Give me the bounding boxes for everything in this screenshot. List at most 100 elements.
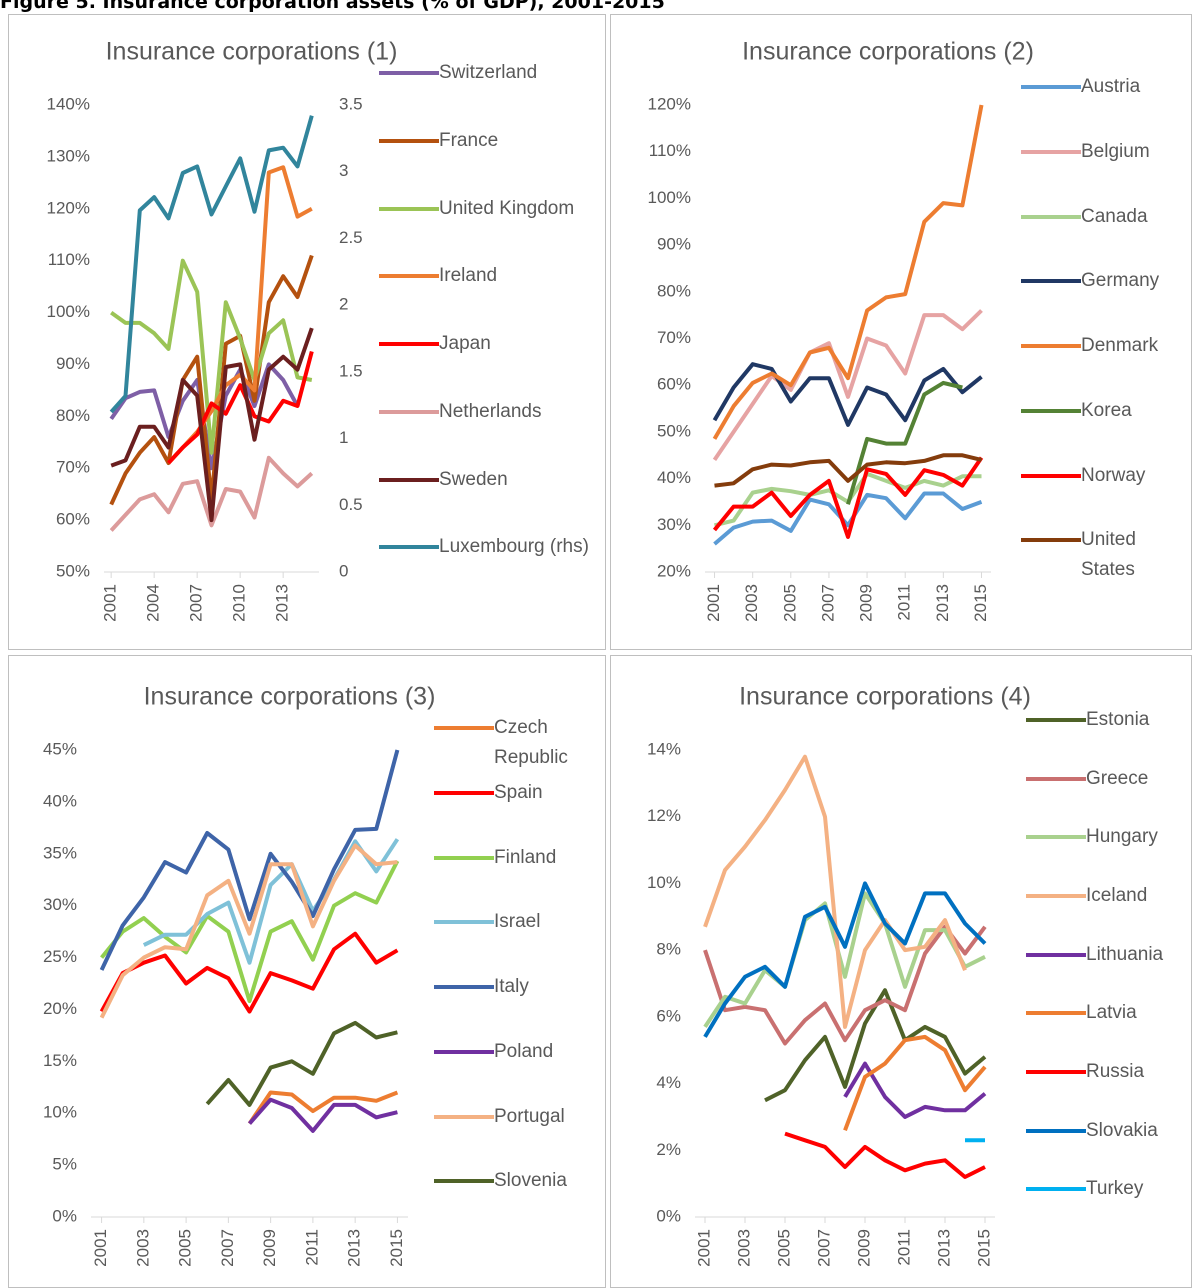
legend-entry: France bbox=[379, 126, 604, 156]
y-tick-label: 4% bbox=[656, 1073, 681, 1092]
legend-entry: Latvia bbox=[1026, 998, 1191, 1028]
series-line bbox=[167, 350, 314, 465]
legend-label: Korea bbox=[1081, 399, 1132, 421]
x-tick-label: 2015 bbox=[971, 584, 990, 622]
legend-swatch bbox=[1021, 85, 1081, 89]
legend-label: United States bbox=[1081, 529, 1136, 581]
legend-entry: Spain bbox=[434, 778, 604, 808]
y-tick-label: 8% bbox=[656, 940, 681, 959]
legend-label: Italy bbox=[494, 976, 529, 997]
legend-entry: Belgium bbox=[1021, 137, 1191, 167]
series-line bbox=[205, 1020, 398, 1107]
chart-panel: Insurance corporations (4) 0% 2% 4% 6% 8% 10% 1… bbox=[610, 655, 1192, 1288]
legend-label: Israel bbox=[494, 911, 541, 933]
x-tick-label: 2007 bbox=[818, 584, 837, 622]
legend-swatch bbox=[434, 790, 494, 795]
legend-swatch bbox=[434, 855, 494, 860]
series-line bbox=[713, 491, 983, 546]
y-tick-label: 130% bbox=[47, 146, 90, 165]
legend-entry: Canada bbox=[1021, 202, 1191, 232]
chart-panel: Insurance corporations (2) 20% 30% 40% 50% 60… bbox=[610, 14, 1192, 650]
legend: Austria Belgium Canada Germany Denmark Korea N… bbox=[1021, 15, 1191, 649]
y-tick-label: 30% bbox=[657, 515, 691, 534]
legend-swatch bbox=[379, 274, 439, 279]
legend-swatch bbox=[434, 726, 494, 730]
y-tick-label: 100% bbox=[47, 302, 90, 321]
y2-tick-label: 3 bbox=[339, 161, 348, 180]
legend-entry: Sweden bbox=[379, 465, 604, 495]
y-tick-label: 50% bbox=[657, 421, 691, 440]
legend-entry: Ireland bbox=[379, 261, 604, 291]
legend-entry: United States bbox=[1021, 525, 1191, 585]
y-tick-label: 12% bbox=[647, 806, 681, 825]
legend-swatch bbox=[379, 138, 439, 143]
legend-entry: Korea bbox=[1021, 396, 1191, 426]
legend-label: United Kingdom bbox=[439, 197, 575, 219]
x-tick-label: 2003 bbox=[742, 584, 761, 622]
series-line bbox=[712, 456, 984, 539]
y-tick-label: 35% bbox=[43, 843, 77, 862]
legend-swatch bbox=[1026, 952, 1086, 957]
y-tick-label: 0% bbox=[656, 1206, 681, 1225]
legend-label: Poland bbox=[494, 1040, 554, 1062]
x-tick-label: 2005 bbox=[774, 1229, 793, 1267]
chart: Insurance corporations (2) 20% 30% 40% 50% 60… bbox=[648, 38, 1034, 622]
legend-swatch bbox=[1021, 538, 1081, 543]
legend-entry: Norway bbox=[1021, 461, 1191, 491]
legend-entry: Poland bbox=[434, 1037, 604, 1067]
y-tick-label: 20% bbox=[657, 561, 691, 580]
x-tick-label: 2001 bbox=[91, 1229, 110, 1267]
legend-label: Belgium bbox=[1081, 140, 1150, 162]
y-tick-label: 140% bbox=[47, 94, 90, 113]
legend-entry: Slovenia bbox=[434, 1166, 604, 1196]
y2-tick-label: 1 bbox=[339, 428, 348, 447]
x-tick-label: 2010 bbox=[230, 584, 249, 622]
legend-swatch bbox=[1021, 149, 1081, 154]
legend-entry: Denmark bbox=[1021, 331, 1191, 361]
series-line bbox=[99, 931, 399, 1014]
legend-swatch bbox=[434, 1114, 494, 1119]
legend-swatch bbox=[434, 920, 494, 925]
series-line bbox=[142, 838, 400, 965]
legend-label: Canada bbox=[1081, 205, 1148, 227]
y-tick-label: 90% bbox=[657, 235, 691, 254]
legend-entry: Lithuania bbox=[1026, 940, 1191, 970]
x-tick-label: 2005 bbox=[780, 584, 799, 622]
legend-label: Iceland bbox=[1086, 885, 1148, 906]
legend-label: Czech Republic bbox=[494, 717, 568, 768]
legend-label: Hungary bbox=[1086, 826, 1158, 848]
y2-tick-label: 3.5 bbox=[339, 94, 363, 113]
x-tick-label: 2007 bbox=[187, 584, 206, 622]
legend-swatch bbox=[1026, 1187, 1086, 1192]
chart: Insurance corporations (1) 50% 60% 70% 80% 90… bbox=[47, 38, 398, 622]
legend-swatch bbox=[1021, 473, 1081, 478]
legend-entry: Greece bbox=[1026, 764, 1191, 794]
series-line bbox=[846, 380, 963, 505]
legend: Estonia Greece Hungary Iceland Lithuania Latv… bbox=[1026, 656, 1191, 1287]
y-tick-label: 25% bbox=[43, 947, 77, 966]
y-tick-label: 14% bbox=[647, 739, 681, 758]
legend-swatch bbox=[1021, 214, 1081, 219]
y2-tick-label: 1.5 bbox=[339, 361, 363, 380]
y-tick-label: 5% bbox=[52, 1155, 77, 1174]
legend-swatch bbox=[379, 545, 439, 550]
legend-label: Norway bbox=[1081, 464, 1146, 486]
legend-swatch bbox=[1026, 1011, 1086, 1016]
legend-label: Portugal bbox=[494, 1105, 565, 1127]
x-tick-label: 2011 bbox=[894, 1229, 913, 1266]
x-tick-label: 2009 bbox=[857, 584, 876, 622]
y-tick-label: 40% bbox=[43, 791, 77, 810]
x-tick-label: 2015 bbox=[387, 1229, 406, 1267]
series-line bbox=[110, 327, 314, 523]
x-tick-label: 2011 bbox=[895, 584, 914, 621]
y-tick-label: 120% bbox=[47, 198, 90, 217]
series-line bbox=[110, 258, 313, 455]
series-line bbox=[167, 165, 313, 465]
legend-label: Estonia bbox=[1086, 709, 1150, 730]
legend-label: Russia bbox=[1086, 1061, 1145, 1082]
legend-swatch bbox=[1021, 279, 1081, 284]
legend-swatch bbox=[1026, 1070, 1086, 1074]
legend-label: Germany bbox=[1081, 270, 1160, 292]
series-line bbox=[714, 453, 982, 488]
